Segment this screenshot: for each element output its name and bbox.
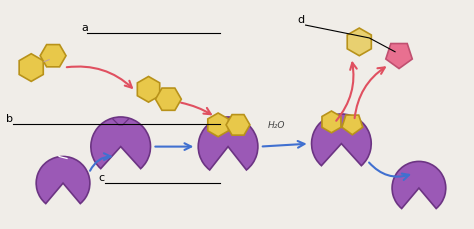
Text: a: a <box>81 23 88 33</box>
Polygon shape <box>208 114 228 137</box>
Polygon shape <box>386 44 412 69</box>
Text: d: d <box>298 15 305 25</box>
Wedge shape <box>392 162 446 209</box>
Wedge shape <box>91 117 151 169</box>
Polygon shape <box>226 115 250 136</box>
Wedge shape <box>311 114 371 166</box>
Wedge shape <box>36 157 90 204</box>
Polygon shape <box>19 55 43 82</box>
Polygon shape <box>155 89 182 111</box>
Text: b: b <box>6 113 13 123</box>
Polygon shape <box>322 112 341 133</box>
Polygon shape <box>347 29 371 57</box>
Text: H₂O: H₂O <box>268 120 285 129</box>
Polygon shape <box>342 116 363 135</box>
Text: c: c <box>99 172 105 182</box>
Polygon shape <box>137 77 160 103</box>
Polygon shape <box>40 45 66 68</box>
Wedge shape <box>198 117 258 170</box>
